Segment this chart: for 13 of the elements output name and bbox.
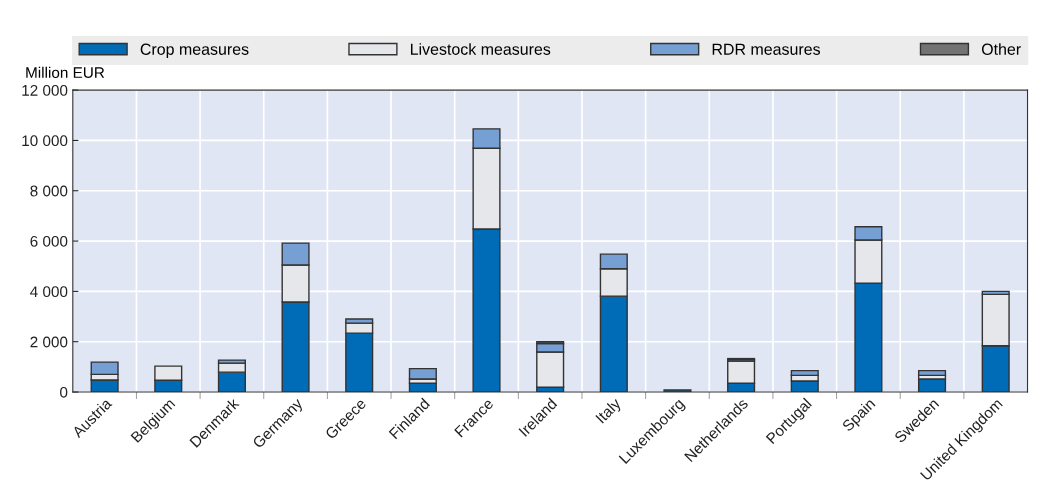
y-tick-label: 6 000 bbox=[30, 235, 68, 247]
legend-label: RDR measures bbox=[712, 43, 821, 55]
y-tick-label: 0 bbox=[60, 386, 68, 398]
y-tick-label: 10 000 bbox=[22, 135, 68, 147]
y-tick-label: 4 000 bbox=[30, 286, 68, 298]
y-tick-label: 8 000 bbox=[30, 185, 68, 197]
legend-label: Other bbox=[981, 43, 1021, 55]
legend-label: Livestock measures bbox=[410, 43, 551, 55]
y-axis-title: Million EUR bbox=[26, 66, 105, 79]
y-tick-label: 2 000 bbox=[30, 336, 68, 348]
legend-label: Crop measures bbox=[140, 43, 249, 59]
x-tick-label: Italy bbox=[594, 396, 624, 426]
y-tick-label: 12 000 bbox=[22, 84, 68, 96]
